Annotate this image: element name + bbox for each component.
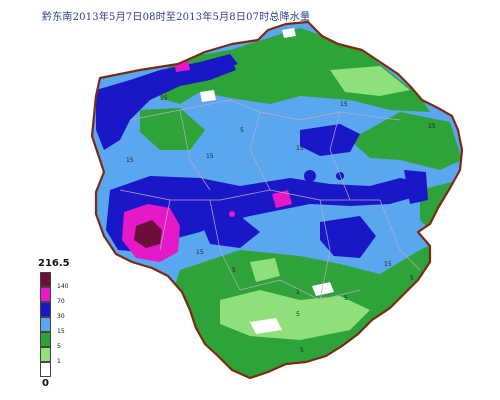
legend-swatch-label: 140 [57,283,69,290]
legend-swatch: 30 [40,302,65,320]
isoline-label: 5 [296,311,300,318]
isoline-label: 15 [196,249,204,256]
isoline-labels: 15 15 15 15 15 5 5 5 15 5 1 5 15 5 15 [126,95,436,354]
legend-swatch: 1 [40,347,61,365]
legend-swatch-label: 5 [57,343,61,350]
isoline-label: 5 [300,347,304,354]
legend-swatch-label: 70 [57,298,65,305]
isoline-label: 5 [410,275,414,282]
isoline-label: 15 [206,153,214,160]
legend-swatch-label: 30 [57,313,65,320]
isoline-label: 15 [160,95,168,102]
legend-min-label: 0 [42,378,49,389]
legend-swatch: 70 [40,287,65,305]
map-title: 黔东南2013年5月7日08时至2013年5月8日07时总降水量 [42,12,311,23]
isoline-label: 5 [344,295,348,302]
isoline-label: 5 [232,267,236,274]
isoline-label: 15 [384,261,392,268]
isoline-label: 1 [296,289,300,296]
isoline-label: 15 [340,101,348,108]
legend-swatch-label: 1 [57,358,61,365]
isoline-label: 15 [296,145,304,152]
legend-swatch: 140 [40,272,68,290]
isoline-label: 15 [428,123,436,130]
legend-swatch-label: 15 [57,328,65,335]
county-boundaries [119,99,421,301]
legend-swatches: 140 70 30 15 5 1 [40,272,68,377]
isoline-label: 15 [126,157,134,164]
legend-swatch: 5 [40,332,61,350]
prefecture-boundary [90,20,464,380]
legend-swatch: 15 [40,317,65,335]
legend-max-label: 216.5 [38,258,70,269]
legend-swatch [40,362,51,377]
isoline-label: 5 [240,127,244,134]
